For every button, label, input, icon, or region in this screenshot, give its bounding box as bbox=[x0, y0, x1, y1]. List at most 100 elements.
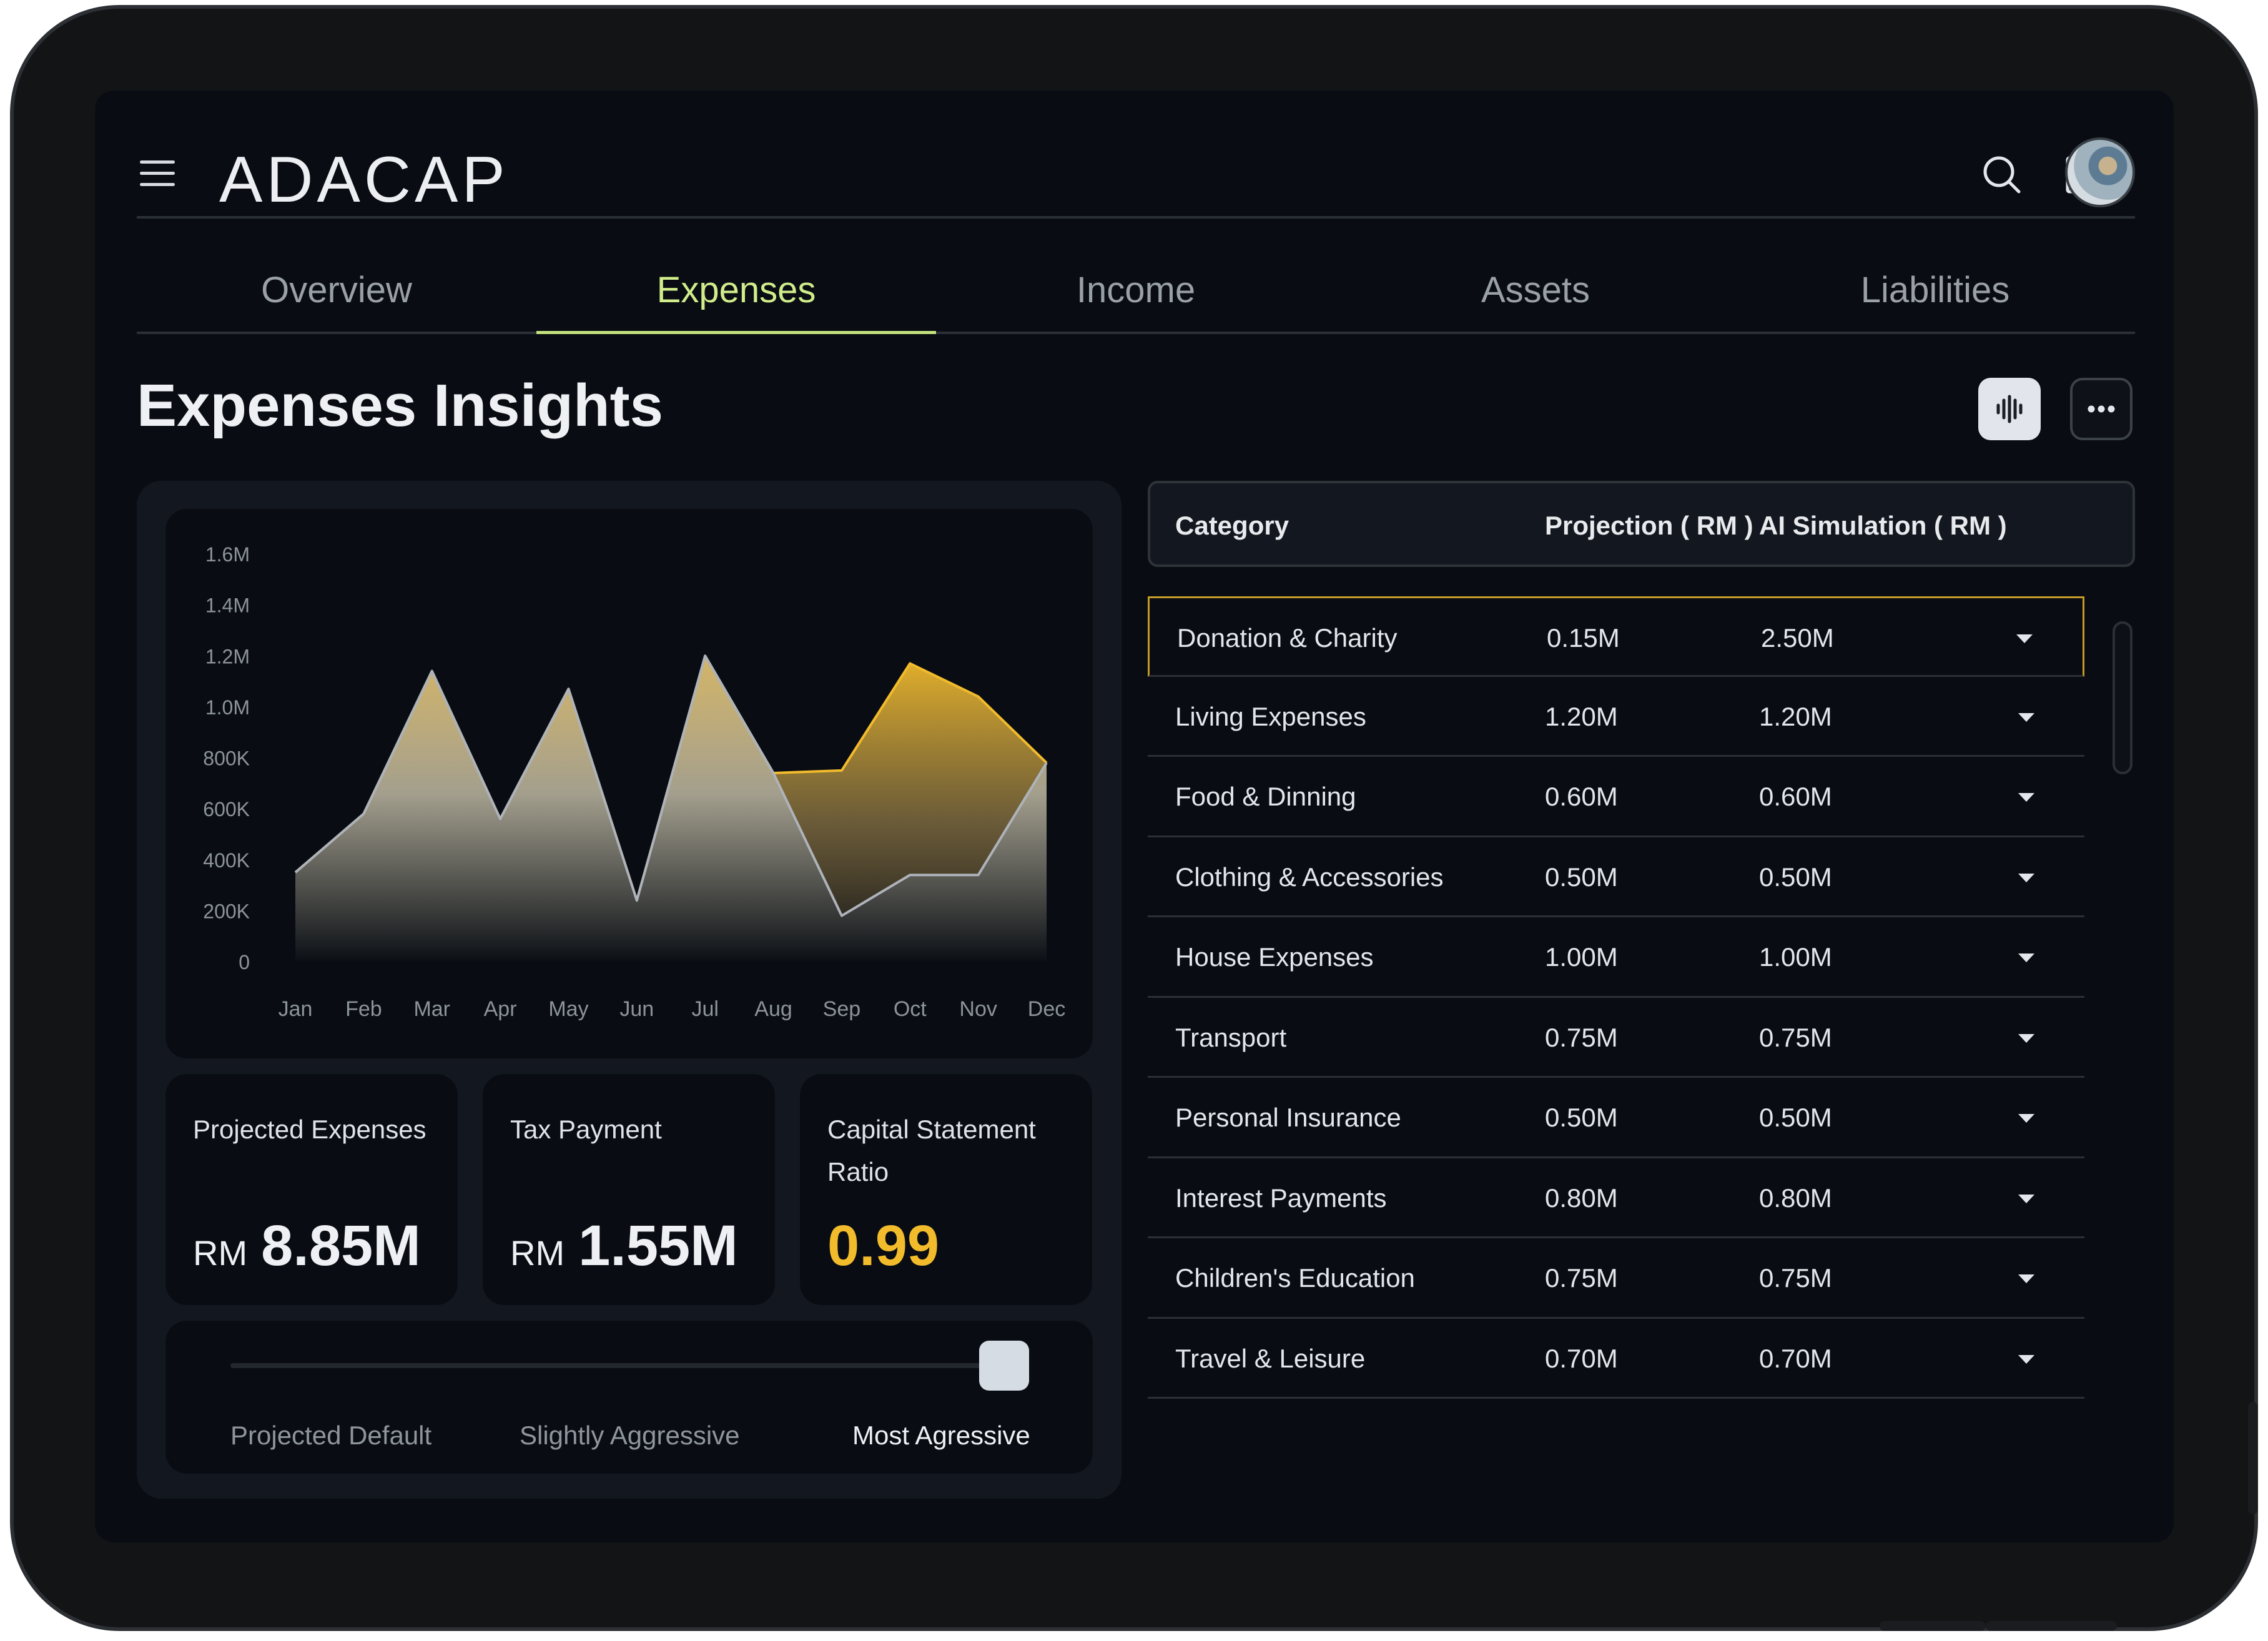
chevron-down-icon[interactable] bbox=[2018, 873, 2034, 882]
chevron-down-icon[interactable] bbox=[2018, 954, 2034, 962]
x-tick-label: Nov bbox=[959, 997, 997, 1021]
chevron-down-icon[interactable] bbox=[2018, 1274, 2034, 1283]
volume-button bbox=[1880, 1621, 1986, 1631]
projected-expenses-card: Projected Expenses RM 8.85M bbox=[165, 1074, 458, 1305]
y-tick-label: 800K bbox=[203, 747, 250, 770]
x-tick-label: Jun bbox=[619, 997, 654, 1021]
tab-bar: Overview Expenses Income Assets Liabilit… bbox=[137, 250, 2135, 334]
table-row[interactable]: Transport 0.75M 0.75M bbox=[1148, 998, 2084, 1078]
tab-income[interactable]: Income bbox=[1076, 270, 1196, 310]
table-row[interactable]: Personal Insurance 0.50M 0.50M bbox=[1148, 1078, 2084, 1158]
more-options-button[interactable] bbox=[2070, 378, 2132, 440]
menu-icon[interactable] bbox=[140, 160, 175, 187]
capital-ratio-label: Capital Statement Ratio bbox=[827, 1115, 1036, 1186]
side-button bbox=[2248, 1402, 2258, 1514]
avatar[interactable] bbox=[2065, 137, 2135, 207]
y-tick-label: 1.0M bbox=[205, 696, 250, 719]
capital-ratio-value: 0.99 bbox=[827, 1214, 940, 1278]
category-cell: Travel & Leisure bbox=[1175, 1343, 1366, 1373]
area-chart: 1.6M 1.4M 1.2M 1.0M 800K 600K 400K 200K 0 Jan Feb… bbox=[203, 543, 1065, 1021]
projection-cell: 0.75M bbox=[1545, 1022, 1618, 1052]
column-ai-simulation[interactable]: AI Simulation ( RM ) bbox=[1759, 511, 2007, 540]
projection-cell: 1.20M bbox=[1545, 701, 1618, 731]
chevron-down-icon[interactable] bbox=[2018, 1033, 2034, 1043]
y-tick-label: 400K bbox=[203, 849, 250, 872]
app-screen: ADACAP Overview Expenses Income Assets L… bbox=[95, 91, 2174, 1542]
slider-thumb[interactable] bbox=[979, 1341, 1029, 1391]
table-row[interactable]: Interest Payments 0.80M 0.80M bbox=[1148, 1158, 2084, 1238]
ai-simulation-cell: 0.50M bbox=[1759, 862, 1832, 892]
x-tick-label: Jan bbox=[279, 997, 313, 1021]
projected-expenses-value: RM 8.85M bbox=[193, 1214, 421, 1278]
y-tick-label: 1.2M bbox=[205, 645, 250, 668]
app-logo: ADACAP bbox=[219, 144, 509, 216]
projection-cell: 0.50M bbox=[1545, 862, 1618, 892]
chevron-down-icon[interactable] bbox=[2016, 634, 2033, 643]
more-icon bbox=[2088, 405, 2115, 413]
ai-simulation-cell: 0.60M bbox=[1759, 782, 1832, 811]
table-row[interactable]: Travel & Leisure 0.70M 0.70M bbox=[1148, 1319, 2084, 1399]
chevron-down-icon[interactable] bbox=[2018, 1354, 2034, 1364]
slider-label-slightly-aggressive[interactable]: Slightly Aggressive bbox=[520, 1421, 740, 1450]
table-row[interactable]: House Expenses 1.00M 1.00M bbox=[1148, 917, 2084, 998]
table-row[interactable]: Living Expenses 1.20M 1.20M bbox=[1148, 677, 2084, 757]
projection-cell: 0.60M bbox=[1545, 782, 1618, 811]
x-tick-label: Mar bbox=[413, 997, 450, 1021]
tax-payment-card: Tax Payment RM 1.55M bbox=[483, 1074, 775, 1305]
column-category[interactable]: Category bbox=[1175, 511, 1289, 540]
slider-track[interactable] bbox=[230, 1363, 1002, 1368]
x-tick-label: Sep bbox=[823, 997, 861, 1021]
chevron-down-icon[interactable] bbox=[2018, 1194, 2034, 1203]
y-tick-label: 1.6M bbox=[205, 543, 250, 566]
table-row[interactable]: Clothing & Accessories 0.50M 0.50M bbox=[1148, 837, 2084, 917]
tab-overview[interactable]: Overview bbox=[261, 270, 412, 310]
search-icon[interactable] bbox=[1979, 152, 2025, 198]
soundwave-icon bbox=[1996, 395, 2023, 423]
tab-expenses[interactable]: Expenses bbox=[536, 250, 936, 334]
table-row[interactable]: Donation & Charity 0.15M 2.50M bbox=[1148, 596, 2084, 677]
chevron-down-icon[interactable] bbox=[2018, 1114, 2034, 1123]
expenses-chart: 1.6M 1.4M 1.2M 1.0M 800K 600K 400K 200K 0 Jan Feb… bbox=[165, 509, 1093, 1058]
column-projection[interactable]: Projection ( RM ) bbox=[1545, 511, 1753, 540]
projection-cell: 0.50M bbox=[1545, 1103, 1618, 1132]
category-cell: Donation & Charity bbox=[1177, 623, 1398, 653]
table-row[interactable]: Food & Dinning 0.60M 0.60M bbox=[1148, 757, 2084, 837]
projected-expenses-label: Projected Expenses bbox=[193, 1115, 426, 1144]
ai-simulation-cell: 0.80M bbox=[1759, 1183, 1832, 1213]
aggressiveness-slider: Projected Default Slightly Aggressive Mo… bbox=[165, 1321, 1093, 1474]
category-cell: Personal Insurance bbox=[1175, 1103, 1401, 1132]
x-tick-label: May bbox=[548, 997, 588, 1021]
table-scrollbar[interactable] bbox=[2113, 621, 2132, 774]
x-tick-label: Apr bbox=[484, 997, 517, 1021]
category-cell: House Expenses bbox=[1175, 942, 1374, 972]
slider-label-most-aggressive[interactable]: Most Agressive bbox=[852, 1421, 1030, 1450]
tab-liabilities[interactable]: Liabilities bbox=[1860, 270, 2010, 310]
table-row[interactable]: Children's Education 0.75M 0.75M bbox=[1148, 1238, 2084, 1319]
y-tick-label: 600K bbox=[203, 798, 250, 820]
projection-cell: 0.75M bbox=[1545, 1263, 1618, 1293]
chevron-down-icon[interactable] bbox=[2018, 793, 2034, 802]
category-cell: Food & Dinning bbox=[1175, 782, 1356, 811]
insights-panel: 1.6M 1.4M 1.2M 1.0M 800K 600K 400K 200K 0 Jan Feb… bbox=[137, 481, 1122, 1499]
x-tick-label: Jul bbox=[691, 997, 718, 1021]
category-cell: Transport bbox=[1175, 1022, 1287, 1052]
y-tick-label: 1.4M bbox=[205, 594, 250, 617]
ai-simulation-cell: 0.75M bbox=[1759, 1022, 1832, 1052]
capital-ratio-card: Capital Statement Ratio 0.99 bbox=[800, 1074, 1092, 1305]
category-cell: Interest Payments bbox=[1175, 1183, 1387, 1213]
ai-simulation-cell: 0.50M bbox=[1759, 1103, 1832, 1132]
series-line-2 bbox=[294, 654, 1048, 917]
voice-button[interactable] bbox=[1978, 378, 2041, 440]
y-tick-label: 200K bbox=[203, 900, 250, 922]
chevron-down-icon[interactable] bbox=[2018, 712, 2034, 722]
x-tick-label: Dec bbox=[1028, 997, 1065, 1021]
category-cell: Children's Education bbox=[1175, 1263, 1415, 1293]
projection-cell: 0.15M bbox=[1547, 623, 1620, 653]
power-button bbox=[1986, 1621, 2117, 1631]
projection-cell: 0.80M bbox=[1545, 1183, 1618, 1213]
y-tick-label: 0 bbox=[239, 951, 250, 973]
x-tick-label: Feb bbox=[345, 997, 382, 1021]
slider-label-default[interactable]: Projected Default bbox=[230, 1421, 432, 1450]
tab-assets[interactable]: Assets bbox=[1481, 270, 1590, 310]
x-tick-label: Oct bbox=[894, 997, 927, 1021]
